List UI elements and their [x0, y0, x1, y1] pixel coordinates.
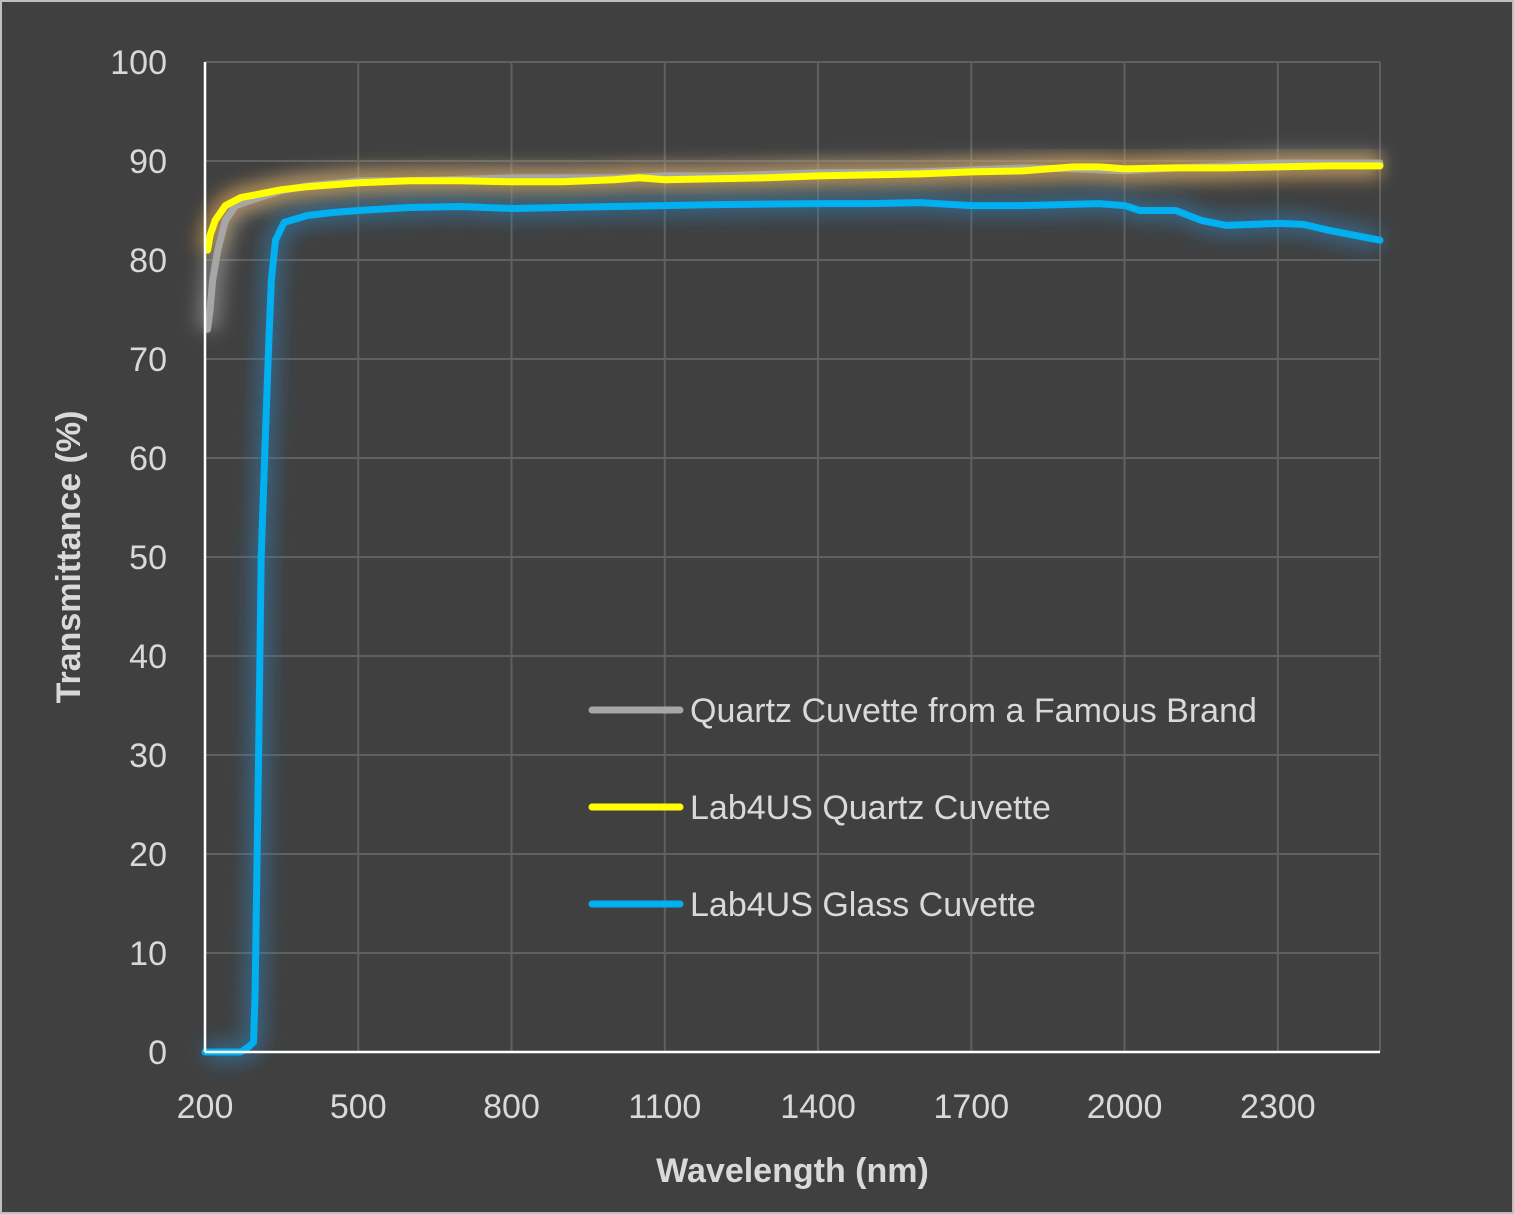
x-tick-label: 500	[330, 1088, 387, 1126]
y-tick-label: 40	[129, 638, 167, 676]
y-tick-label: 90	[129, 143, 167, 181]
y-tick-label: 60	[129, 440, 167, 478]
y-tick-label: 70	[129, 341, 167, 379]
y-tick-label: 50	[129, 539, 167, 577]
x-tick-label: 800	[483, 1088, 540, 1126]
legend-label: Lab4US Glass Cuvette	[690, 886, 1036, 924]
x-tick-label: 1100	[628, 1088, 701, 1126]
y-tick-label: 20	[129, 836, 167, 874]
y-tick-label: 10	[129, 935, 167, 973]
y-tick-label: 100	[110, 44, 167, 82]
y-axis-title: Transmittance (%)	[50, 411, 88, 704]
series-line	[201, 199, 1384, 1056]
series-line	[204, 162, 1384, 254]
series-glow	[205, 191, 1383, 1063]
x-axis-title: Wavelength (nm)	[656, 1152, 929, 1190]
x-tick-label: 1400	[780, 1088, 856, 1126]
x-tick-label: 1700	[933, 1088, 1009, 1126]
legend-label: Quartz Cuvette from a Famous Brand	[690, 692, 1257, 730]
x-tick-label: 200	[177, 1088, 234, 1126]
y-tick-label: 80	[129, 242, 167, 280]
y-tick-label: 30	[129, 737, 167, 775]
legend-label: Lab4US Quartz Cuvette	[690, 789, 1051, 827]
y-tick-label: 0	[148, 1034, 167, 1072]
legend: Quartz Cuvette from a Famous Brand Lab4US…	[588, 692, 1257, 924]
x-tick-label: 2300	[1240, 1088, 1316, 1126]
x-tick-label: 2000	[1087, 1088, 1163, 1126]
